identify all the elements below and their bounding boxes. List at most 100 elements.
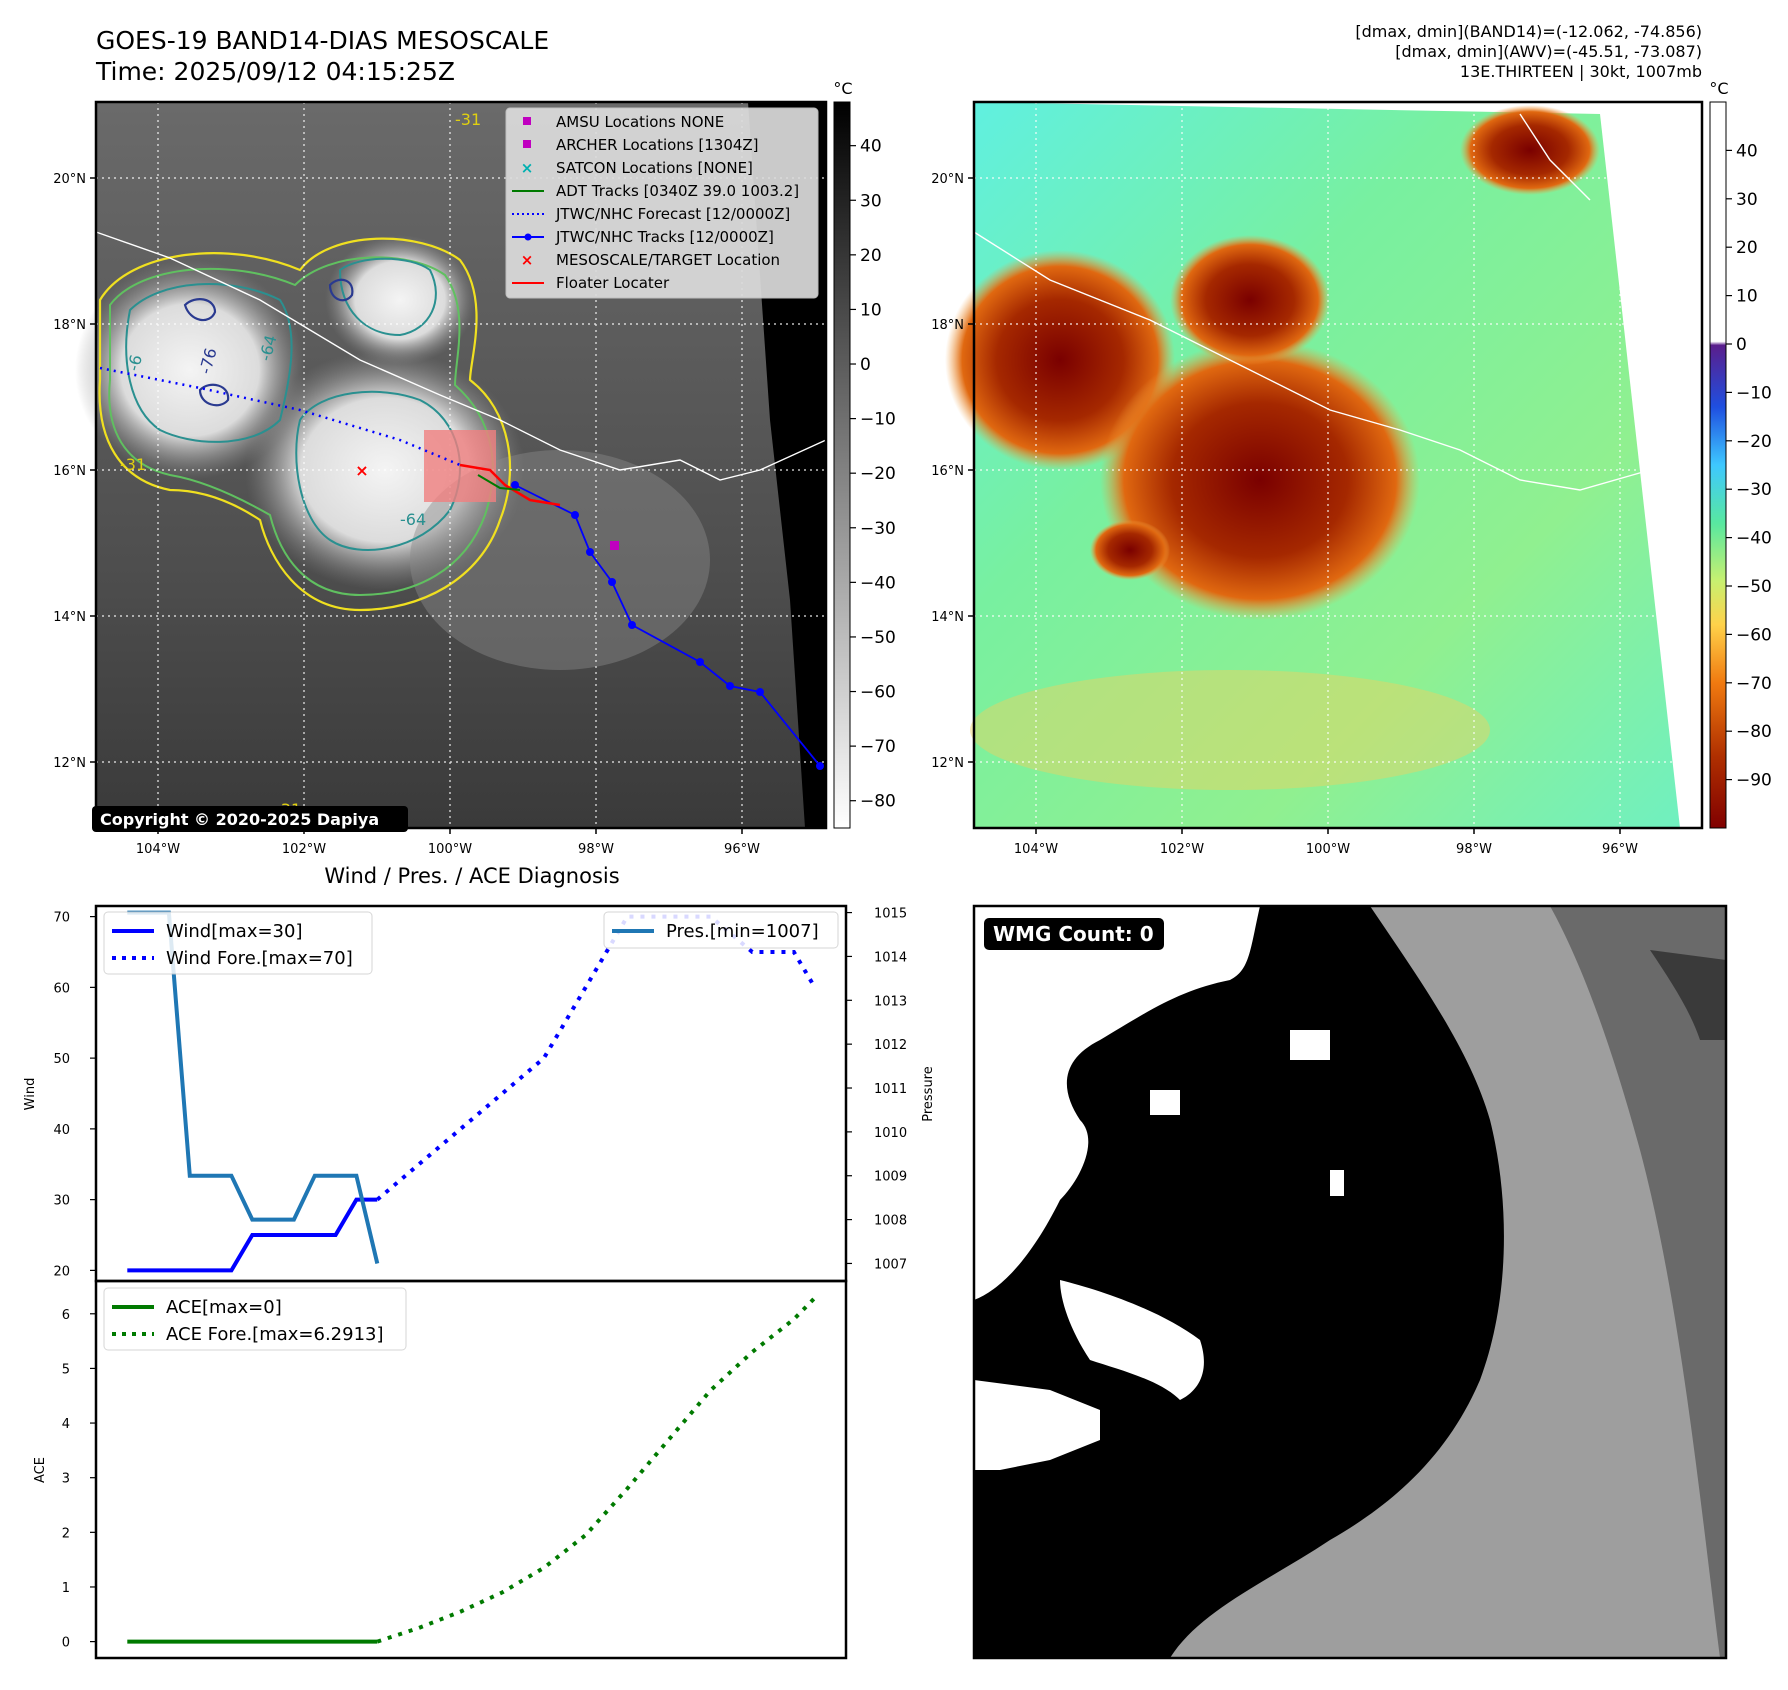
ace-tick-label: 0 [62, 1636, 70, 1651]
target-location-marker: × [355, 461, 368, 480]
awv-cloud-ne [1460, 105, 1600, 195]
ir-colorbar-tick-label: 20 [860, 246, 882, 266]
pressure-tick-label: 1008 [874, 1214, 907, 1229]
ir-lat-tick-label: 18°N [53, 318, 86, 333]
pressure-legend-label: Pres.[min=1007] [666, 921, 819, 942]
awv-map-frame [972, 100, 1704, 830]
awv-colorbar: °C [1709, 79, 1729, 829]
ir-colorbar-tick-label: −50 [860, 628, 896, 648]
awv-colorbar-tick-label: −60 [1736, 625, 1772, 645]
awv-lat-tick-label: 12°N [931, 756, 964, 771]
ir-colorbar-tick-label: −60 [860, 683, 896, 703]
ir-contour-label: -31 [455, 110, 481, 129]
ir-colorbar-unit: °C [833, 79, 852, 98]
awv-lon-tick-label: 98°W [1456, 842, 1492, 857]
legend-marker-amsu [523, 117, 531, 125]
jtwc-forecast-line [99, 366, 461, 467]
ace-axis-label: ACE [33, 1457, 48, 1483]
wmg-frame [972, 904, 1728, 1660]
awv-lat-tick-label: 18°N [931, 318, 964, 333]
wmg-count-badge [984, 918, 1164, 950]
awv-coastline [973, 231, 1651, 491]
wind-tick-label: 40 [53, 1123, 70, 1138]
awv-colorbar-tick-label: −30 [1736, 480, 1772, 500]
ir-colorbar-tick-label: 0 [860, 355, 871, 375]
legend-label-adt: ADT Tracks [0340Z 39.0 1003.2] [556, 182, 799, 200]
wmg-white-lower [974, 1380, 1100, 1470]
awv-colorbar-tick-label: 10 [1736, 287, 1758, 307]
ir-lat-tick-label: 16°N [53, 464, 86, 479]
ir-colorbar-tick-label: −70 [860, 737, 896, 757]
awv-colorbar-tick-label: −70 [1736, 674, 1772, 694]
wind-forecast-legend-label: Wind Fore.[max=70] [166, 948, 353, 969]
ir-lon-tick-label: 100°W [428, 842, 472, 857]
awv-map-gridlines [974, 102, 1702, 828]
diagnosis-title: Wind / Pres. / ACE Diagnosis [324, 864, 619, 888]
awv-colorbar-tick-label: −10 [1736, 383, 1772, 403]
ir-colorbar-tick-label: −80 [860, 792, 896, 812]
awv-lon-tick-label: 104°W [1014, 842, 1058, 857]
awv-colorbar-tick-label: 30 [1736, 190, 1758, 210]
pressure-legend: Pres.[min=1007] [603, 911, 839, 949]
awv-colorbar-tick-label: −20 [1736, 432, 1772, 452]
copyright-text: Copyright © 2020-2025 Dapiya [100, 810, 379, 829]
wmg-band-darker [1650, 950, 1726, 1040]
info-line-awv: [dmax, dmin](AWV)=(-45.51, -73.087) [1395, 42, 1702, 61]
legend-label-jtwc-forecast: JTWC/NHC Forecast [12/0000Z] [555, 205, 790, 223]
pressure-tick-label: 1012 [874, 1038, 907, 1053]
awv-colorbar-unit: °C [1709, 79, 1728, 98]
legend-box [505, 107, 819, 299]
diagnosis-panel: Wind / Pres. / ACE Diagnosis Wind Pressu… [23, 864, 936, 1660]
ace-tick-label: 5 [62, 1362, 70, 1377]
wmg-white-inner [1060, 1280, 1204, 1400]
legend-label-jtwc-tracks: JTWC/NHC Tracks [12/0000Z] [555, 228, 774, 246]
ir-contour-label: -64 [400, 510, 426, 529]
axis-tick-labels: 20°N 18°N 16°N 14°N 12°N 104°W 102°W 100°W 98°W 9… [53, 137, 1772, 1651]
ir-map-panel: × -31 -64 -76 -6 -64 -31 -31 AMSU Locati… [75, 100, 828, 832]
wind-tick-label: 20 [53, 1264, 70, 1279]
page-title: GOES-19 BAND14-DIAS MESOSCALE [96, 26, 550, 55]
ace-tick-label: 4 [62, 1417, 70, 1432]
wind-legend-box [103, 911, 373, 975]
pressure-legend-box [603, 911, 839, 949]
wmg-black-region [974, 906, 1504, 1658]
legend-label-target: MESOSCALE/TARGET Location [556, 251, 780, 269]
pressure-tick-label: 1013 [874, 994, 907, 1009]
ir-lat-tick-label: 14°N [53, 610, 86, 625]
awv-colorbar-tick-label: 20 [1736, 238, 1758, 258]
awv-cloud-north [1170, 235, 1330, 365]
ir-coastline [95, 231, 827, 481]
awv-colorbar-tick-label: 40 [1736, 141, 1758, 161]
legend-marker-target: × [521, 251, 534, 269]
pressure-axis-label: Pressure [921, 1066, 936, 1122]
wmg-band-dark [1550, 906, 1726, 1658]
legend-label-amsu: AMSU Locations NONE [556, 113, 724, 131]
series-line-wind [127, 1197, 378, 1273]
legend-marker-satcon: × [521, 159, 534, 177]
pressure-tick-label: 1011 [874, 1082, 907, 1097]
wind-tick-label: 60 [53, 981, 70, 996]
jtwc-track-points [511, 481, 824, 770]
wind-tick-label: 70 [53, 911, 70, 926]
awv-cloud-small [1090, 520, 1170, 580]
wmg-white-spot [1150, 1090, 1180, 1115]
page-time: Time: 2025/09/12 04:15:25Z [96, 57, 455, 86]
ir-lon-tick-label: 102°W [282, 842, 326, 857]
ace-tick-label: 1 [62, 1581, 70, 1596]
ir-colorbar-tick-label: −20 [860, 464, 896, 484]
pressure-tick-label: 1010 [874, 1126, 907, 1141]
wind-axis-label: Wind [23, 1078, 38, 1111]
ace-forecast-legend-label: ACE Fore.[max=6.2913] [166, 1324, 384, 1345]
ace-tick-label: 2 [62, 1526, 70, 1541]
ace-legend-box [103, 1287, 407, 1351]
ace-legend: ACE[max=0] ACE Fore.[max=6.2913] [103, 1287, 407, 1351]
awv-colorbar-tick-label: −80 [1736, 722, 1772, 742]
ir-colorbar-tick-label: 10 [860, 300, 882, 320]
awv-lon-tick-label: 96°W [1602, 842, 1638, 857]
ir-lon-tick-label: 104°W [136, 842, 180, 857]
copyright-badge [92, 806, 408, 832]
ir-contour-label: -31 [120, 455, 146, 474]
legend-label-archer: ARCHER Locations [1304Z] [556, 136, 759, 154]
awv-colorbar-tick-label: −90 [1736, 771, 1772, 791]
